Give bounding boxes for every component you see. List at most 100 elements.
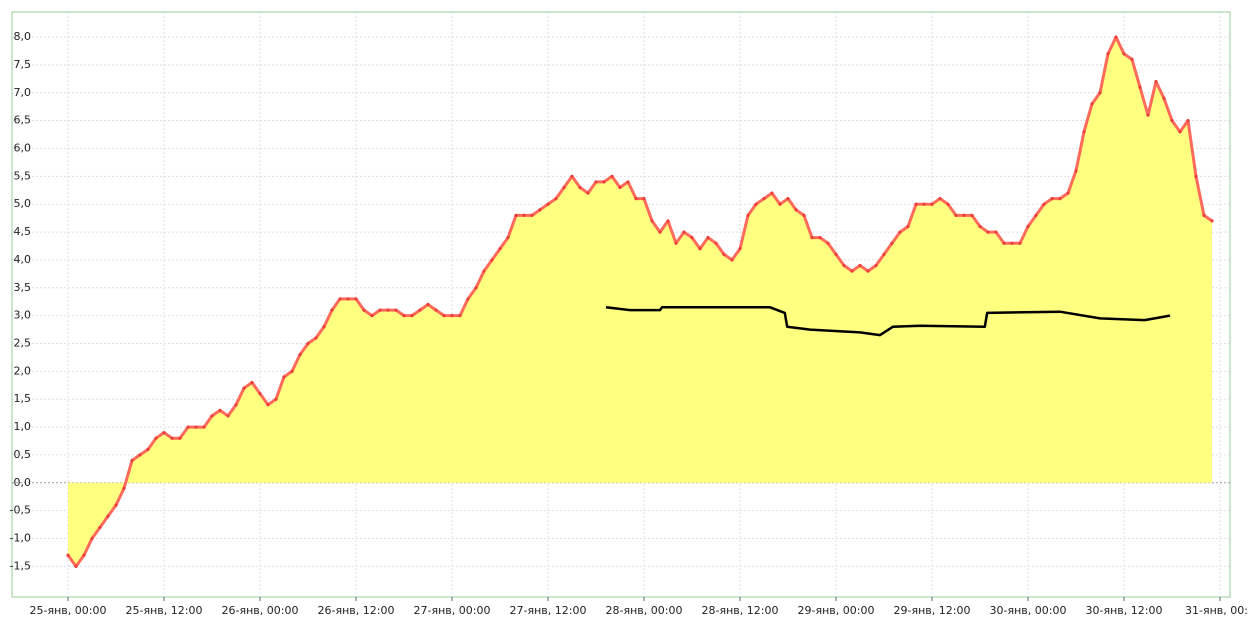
point [626,180,630,184]
y-tick-label: 1,0 [14,420,32,433]
point [394,308,398,312]
point [610,174,614,178]
x-tick-label: 28-янв, 00:00 [606,604,683,617]
point [82,553,86,557]
point [106,514,110,518]
y-tick-label: 7,5 [14,58,32,71]
point [322,325,326,329]
point [1170,119,1174,123]
point [586,191,590,195]
point [874,263,878,268]
point [314,336,318,340]
point [1162,96,1166,100]
point [562,185,566,190]
point [970,213,974,217]
x-tick-label: 30-янв, 12:00 [1086,604,1163,617]
point [442,314,446,318]
point [714,241,718,245]
point [354,297,358,301]
point [194,425,198,429]
point [266,403,270,407]
y-tick-label: 7,0 [14,86,32,99]
point [426,302,430,307]
series-line [66,35,1213,568]
point [210,414,214,418]
point [490,258,494,262]
point [346,297,350,301]
point [1026,224,1030,229]
point [506,236,510,240]
point [930,202,934,206]
x-tick-label: 31-янв, 00:0 [1185,604,1248,617]
x-tick-label: 25-янв, 12:00 [126,604,203,617]
point [682,230,686,234]
point [514,213,518,217]
point [706,236,710,240]
y-tick-label: -1,5 [10,559,31,572]
point [578,185,582,190]
y-tick-label: 4,0 [14,253,32,266]
y-tick-label: 8,0 [14,30,32,43]
point [186,425,190,429]
y-tick-label: 3,5 [14,281,32,294]
x-tick-label: 26-янв, 00:00 [222,604,299,617]
point [794,208,798,212]
point [650,219,654,223]
point [1186,119,1190,123]
point [1010,241,1014,245]
point [370,314,374,318]
point [954,213,958,217]
point [402,314,406,318]
point [1138,85,1142,89]
point [858,263,862,268]
point [170,436,174,440]
point [1082,130,1086,134]
point [362,308,366,312]
point [866,269,870,273]
point [802,213,806,217]
y-tick-label: 0,5 [14,448,32,461]
point [1122,52,1126,56]
point [898,230,902,234]
point [634,197,638,201]
point [1090,102,1094,106]
point [1058,197,1062,201]
point [1210,219,1214,223]
point [618,185,622,190]
point [914,202,918,206]
point [522,213,526,217]
x-tick-label: 27-янв, 12:00 [510,604,587,617]
area-fill [68,37,1212,567]
point [74,564,78,568]
point [778,202,782,206]
point [818,236,822,240]
point [1178,130,1182,134]
point [786,197,790,201]
point [730,258,734,262]
point [202,425,206,429]
point [850,269,854,273]
point [922,202,926,206]
point [274,397,278,401]
point [674,241,678,245]
point [978,224,982,229]
point [114,503,118,507]
x-tick-label: 30-янв, 00:00 [990,604,1067,617]
point [770,191,774,195]
point [178,436,182,440]
point [762,197,766,201]
point [298,353,302,357]
point [1074,169,1078,173]
x-tick-label: 29-янв, 12:00 [894,604,971,617]
point [290,369,294,373]
y-tick-label: -0,5 [10,504,31,517]
y-tick-label: 6,5 [14,114,32,127]
point [690,236,694,240]
point [834,252,838,256]
point [434,308,438,312]
point [226,414,230,418]
point [250,380,254,385]
point [162,431,166,435]
y-tick-label: -1,0 [10,532,31,545]
point [1018,241,1022,245]
